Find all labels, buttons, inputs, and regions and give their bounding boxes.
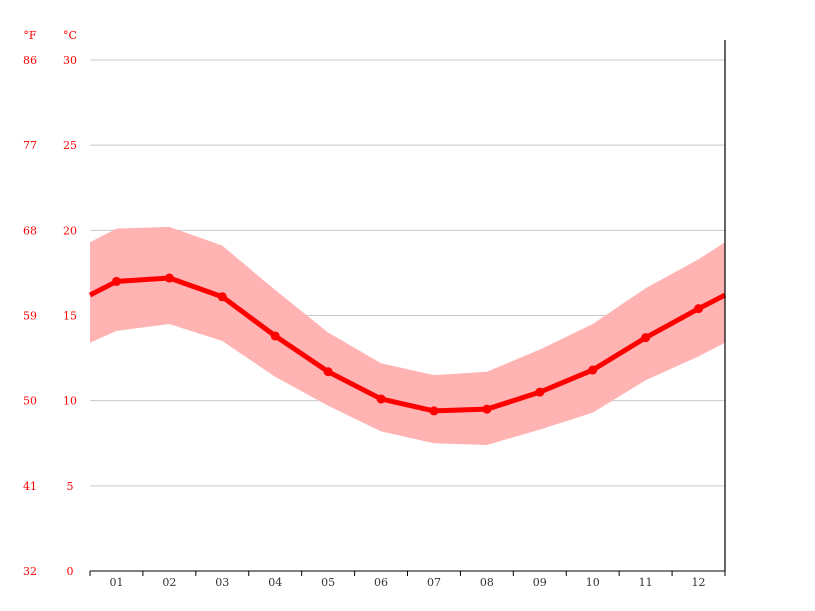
celsius-tick-label: 5	[67, 480, 74, 493]
data-points	[111, 273, 704, 416]
fahrenheit-tick-label: 32	[23, 565, 37, 578]
fahrenheit-unit-label: °F	[23, 29, 37, 42]
fahrenheit-tick-label: 41	[23, 480, 37, 493]
month-label: 04	[268, 576, 282, 589]
celsius-tick-label: 30	[63, 54, 77, 67]
month-label: 02	[162, 576, 176, 589]
celsius-tick-label: 20	[63, 224, 77, 237]
month-label: 12	[692, 576, 706, 589]
fahrenheit-tick-label: 68	[23, 224, 37, 237]
fahrenheit-tick-label: 86	[23, 54, 37, 67]
x-axis-labels: 01 02 03 04 05 06 07 08 09 10 11 12	[109, 576, 705, 589]
month-label: 09	[533, 576, 547, 589]
average-temperature-point	[482, 404, 492, 414]
month-label: 03	[215, 576, 229, 589]
month-label: 08	[480, 576, 494, 589]
month-label: 11	[639, 576, 653, 589]
month-label: 05	[321, 576, 335, 589]
fahrenheit-tick-label: 59	[23, 310, 37, 323]
average-temperature-point	[641, 333, 651, 343]
average-temperature-line	[88, 275, 727, 414]
min-max-band	[90, 226, 725, 445]
month-label: 10	[586, 576, 600, 589]
celsius-tick-label: 10	[63, 395, 77, 408]
average-temperature-point	[323, 367, 333, 377]
average-temperature-point	[429, 406, 439, 416]
fahrenheit-tick-label: 50	[23, 395, 37, 408]
celsius-tick-label: 25	[63, 139, 77, 152]
average-temperature-point	[217, 292, 227, 302]
average-temperature-point	[270, 331, 280, 341]
average-temperature-point	[588, 365, 598, 375]
celsius-tick-label: 0	[67, 565, 74, 578]
celsius-tick-label: 15	[63, 310, 77, 323]
month-label: 01	[109, 576, 123, 589]
average-temperature-point	[111, 276, 121, 286]
fahrenheit-tick-label: 77	[23, 139, 37, 152]
average-temperature-point	[694, 304, 704, 314]
average-temperature-point	[376, 394, 386, 404]
average-temperature-point	[164, 273, 174, 283]
y-axis-labels: °F °C 32 0 41 5 50 10 59 15 68 20 77 25 86 30	[23, 29, 77, 578]
x-ticks	[89, 571, 726, 576]
celsius-unit-label: °C	[63, 29, 77, 42]
average-temperature-point	[535, 387, 545, 397]
month-label: 07	[427, 576, 441, 589]
month-label: 06	[374, 576, 388, 589]
